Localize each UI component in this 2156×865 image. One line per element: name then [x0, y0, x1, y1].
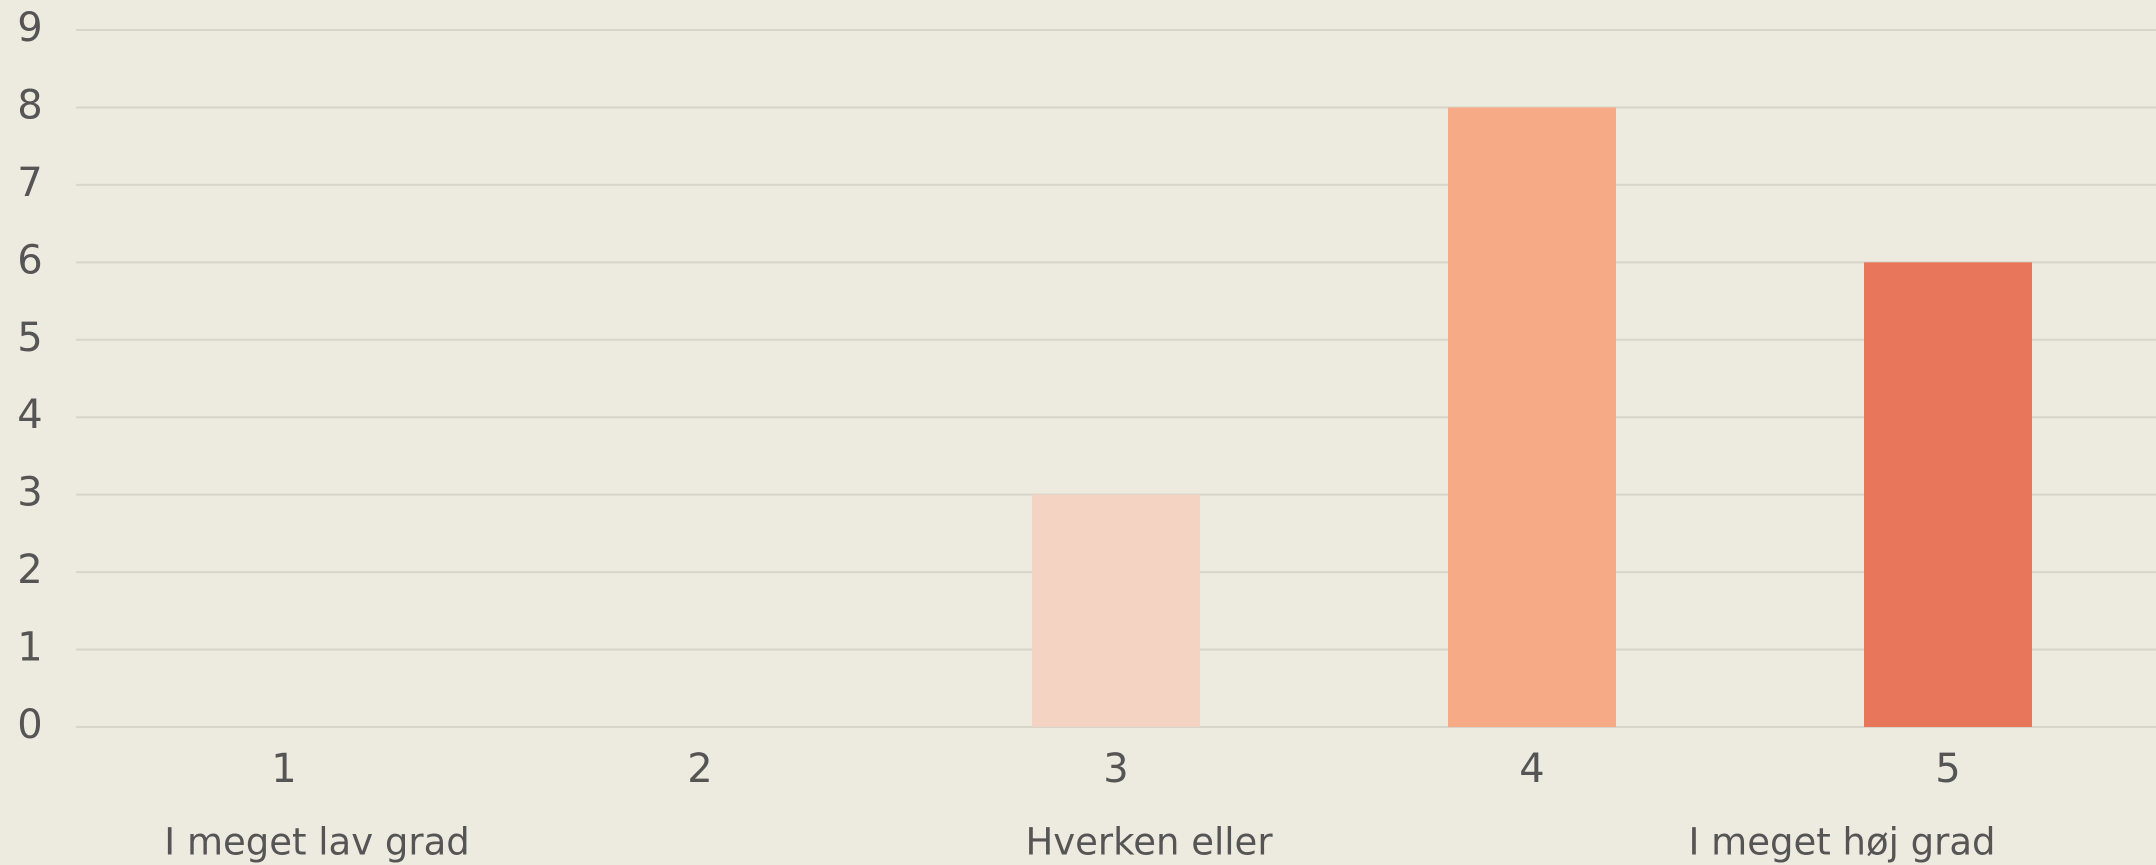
x-tick-label: 2 [687, 746, 712, 792]
y-tick-label: 5 [17, 315, 42, 361]
category-annotation: I meget lav grad [164, 821, 469, 864]
y-tick-label: 3 [17, 470, 42, 516]
bar [1032, 494, 1200, 727]
x-tick-label: 5 [1935, 746, 1960, 792]
y-tick-label: 2 [17, 547, 42, 593]
y-tick-label: 4 [17, 392, 42, 438]
bar [1448, 107, 1616, 727]
category-annotation: Hverken eller [1025, 821, 1273, 864]
y-tick-label: 8 [17, 82, 42, 128]
category-annotation: I meget høj grad [1689, 821, 1996, 864]
x-tick-label: 1 [271, 746, 296, 792]
x-tick-label: 3 [1103, 746, 1128, 792]
x-tick-label: 4 [1519, 746, 1544, 792]
y-tick-label: 9 [17, 5, 42, 51]
bar [1864, 262, 2032, 727]
y-tick-label: 0 [17, 702, 42, 748]
y-tick-label: 6 [17, 237, 42, 283]
y-tick-label: 7 [17, 160, 42, 206]
y-tick-label: 1 [17, 625, 42, 671]
